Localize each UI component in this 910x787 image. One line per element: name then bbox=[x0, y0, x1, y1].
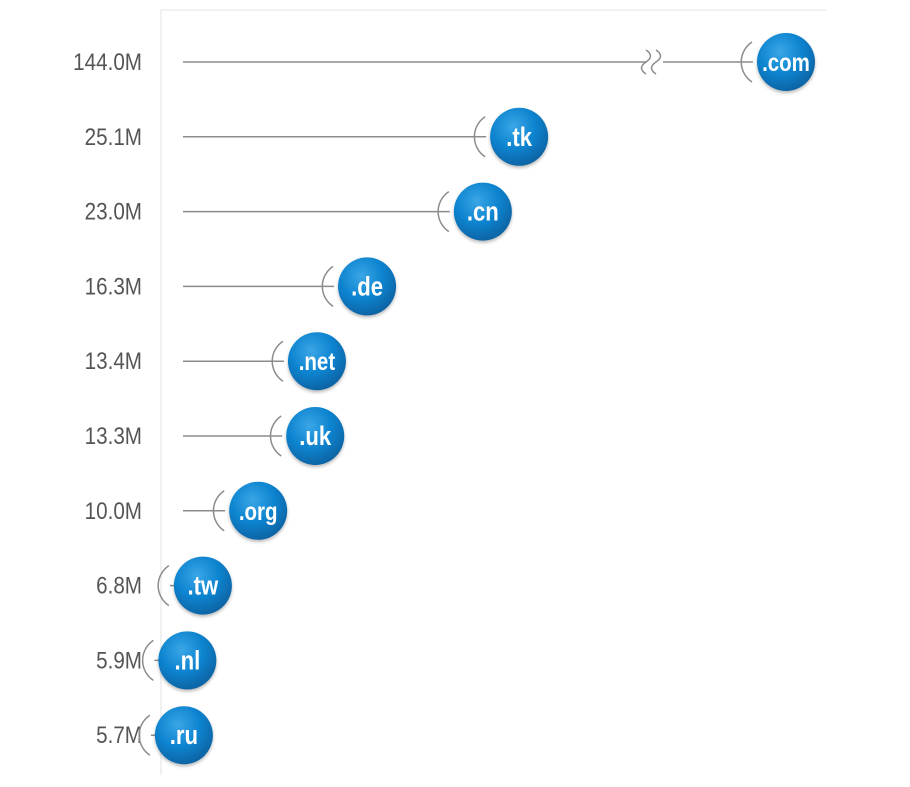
value-bubble bbox=[757, 33, 815, 91]
value-label: 5.9M bbox=[96, 647, 142, 674]
axis-break-mark bbox=[650, 49, 662, 75]
axis-break-mark bbox=[640, 49, 652, 75]
chart-rows: 144.0M .com 25.1M .tk 23.0M .cn 16.3M .de 13.4M.… bbox=[73, 33, 815, 765]
value-bubble bbox=[287, 332, 346, 391]
category-label: .de bbox=[351, 272, 383, 302]
bubble-bracket bbox=[740, 41, 753, 83]
category-label: .com bbox=[762, 48, 810, 76]
value-bubble bbox=[173, 556, 232, 615]
value-label: 144.0M bbox=[73, 49, 142, 76]
category-label: .nl bbox=[174, 646, 200, 676]
value-label: 25.1M bbox=[85, 123, 142, 150]
category-label: .tk bbox=[506, 123, 532, 153]
bubble-bracket bbox=[321, 265, 334, 308]
category-label: .cn bbox=[467, 198, 499, 228]
bubble-bracket bbox=[212, 490, 225, 532]
chart-row: 13.3M .uk bbox=[85, 407, 345, 465]
category-label: .ru bbox=[170, 721, 198, 751]
chart-row: 10.0M .org bbox=[85, 481, 288, 540]
value-bubble bbox=[154, 706, 213, 765]
category-label: .tw bbox=[188, 572, 219, 602]
bubble-bracket bbox=[141, 639, 154, 682]
value-label: 13.3M bbox=[85, 423, 142, 450]
chart-row: 5.9M .nl bbox=[96, 631, 217, 690]
chart-row: 25.1M .tk bbox=[85, 107, 549, 166]
value-bubble bbox=[338, 257, 397, 316]
chart-row: 6.8M .tw bbox=[96, 556, 232, 615]
bubble-bracket bbox=[269, 415, 282, 457]
bubble-bracket bbox=[138, 714, 151, 756]
value-label: 6.8M bbox=[96, 572, 142, 599]
chart-row: 23.0M .cn bbox=[85, 182, 512, 241]
category-label: .net bbox=[299, 347, 336, 375]
chart-row: 144.0M .com bbox=[73, 33, 815, 91]
chart-row: 13.4M .net bbox=[85, 332, 346, 391]
value-bubble bbox=[490, 107, 549, 166]
bubble-bracket bbox=[473, 116, 486, 158]
bubble-bracket bbox=[271, 340, 284, 382]
category-label: .org bbox=[239, 497, 278, 525]
category-label: .uk bbox=[299, 422, 331, 452]
value-bubble bbox=[158, 631, 217, 690]
value-label: 5.7M bbox=[96, 722, 142, 749]
chart-row: 16.3M .de bbox=[85, 257, 397, 316]
value-label: 13.4M bbox=[85, 348, 142, 375]
chart-row: 5.7M .ru bbox=[96, 706, 213, 765]
value-label: 16.3M bbox=[85, 273, 142, 300]
bubble-bracket bbox=[157, 564, 170, 607]
value-bubble bbox=[286, 407, 345, 465]
chart-frame bbox=[160, 9, 826, 775]
value-label: 23.0M bbox=[85, 198, 142, 225]
value-label: 10.0M bbox=[85, 497, 142, 524]
value-bubble bbox=[453, 182, 512, 241]
bubble-bracket bbox=[437, 190, 450, 233]
value-bubble bbox=[229, 481, 288, 540]
